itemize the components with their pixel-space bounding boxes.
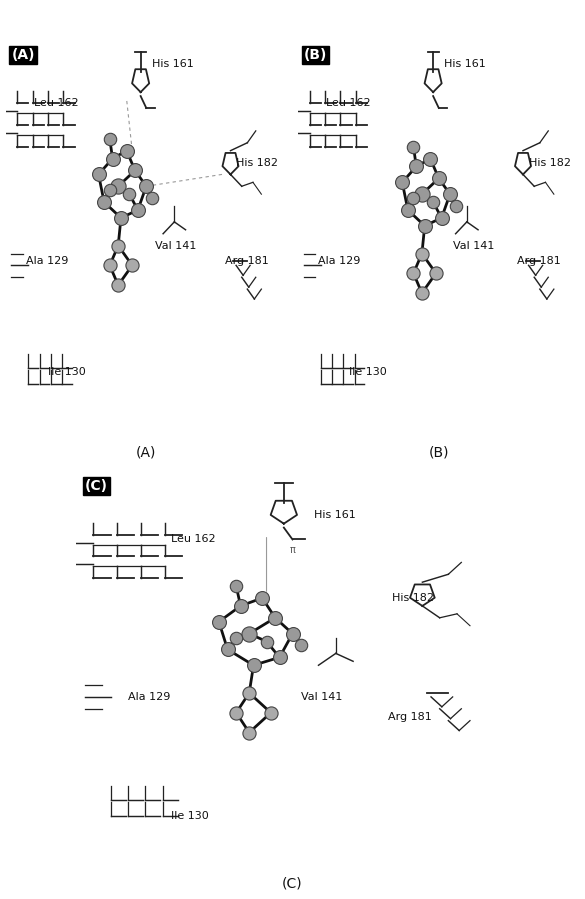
Point <box>403 203 412 218</box>
Point <box>398 175 407 190</box>
Point <box>232 706 241 720</box>
Point <box>214 615 223 629</box>
Point <box>431 266 441 280</box>
Point <box>99 195 109 209</box>
Point <box>116 210 126 225</box>
Text: His 182: His 182 <box>392 593 434 603</box>
Text: Ala 129: Ala 129 <box>318 256 360 266</box>
Text: Ile 130: Ile 130 <box>48 367 86 378</box>
Point <box>451 199 460 213</box>
Point <box>105 131 115 146</box>
Point <box>113 179 123 193</box>
Point <box>130 164 140 178</box>
Point <box>113 278 123 292</box>
Text: Val 141: Val 141 <box>154 241 196 251</box>
Text: (C): (C) <box>282 876 303 890</box>
Point <box>262 635 271 649</box>
Text: Arg 181: Arg 181 <box>225 256 269 266</box>
Point <box>420 218 429 233</box>
Point <box>128 258 137 272</box>
Text: His 161: His 161 <box>152 58 194 68</box>
Text: Ile 130: Ile 130 <box>171 811 209 821</box>
Point <box>412 159 421 174</box>
Point <box>147 191 157 205</box>
Point <box>245 686 254 700</box>
Text: Val 141: Val 141 <box>453 241 494 251</box>
Point <box>105 258 115 272</box>
Text: His 161: His 161 <box>314 510 356 520</box>
Text: Leu 162: Leu 162 <box>34 98 78 108</box>
Point <box>445 187 455 201</box>
Point <box>409 191 418 205</box>
Point <box>133 203 143 218</box>
Text: (A): (A) <box>12 48 35 62</box>
Point <box>142 179 151 193</box>
Point <box>409 266 418 280</box>
Point <box>266 706 276 720</box>
Text: His 182: His 182 <box>529 157 570 167</box>
Point <box>94 167 103 182</box>
Point <box>105 183 115 198</box>
Text: (B): (B) <box>428 445 449 459</box>
Text: Arg 181: Arg 181 <box>517 256 561 266</box>
Text: Leu 162: Leu 162 <box>171 534 216 544</box>
Text: Val 141: Val 141 <box>301 692 343 702</box>
Point <box>245 725 254 740</box>
Point <box>245 627 254 641</box>
Point <box>223 642 232 656</box>
Text: Ala 129: Ala 129 <box>128 692 170 702</box>
Text: Ala 129: Ala 129 <box>26 256 68 266</box>
Point <box>297 638 306 653</box>
Text: π: π <box>290 545 295 555</box>
Text: (C): (C) <box>85 479 108 494</box>
Text: His 161: His 161 <box>445 58 486 68</box>
Point <box>437 210 446 225</box>
Text: (B): (B) <box>304 48 328 62</box>
Point <box>275 650 284 664</box>
Point <box>232 579 241 593</box>
Text: Leu 162: Leu 162 <box>326 98 371 108</box>
Point <box>417 187 426 201</box>
Point <box>434 171 443 185</box>
Point <box>108 151 117 165</box>
Text: His 182: His 182 <box>236 157 278 167</box>
Point <box>113 238 123 253</box>
Point <box>122 144 131 158</box>
Point <box>428 195 438 209</box>
Point <box>125 187 134 201</box>
Point <box>409 139 418 154</box>
Point <box>426 151 435 165</box>
Text: Ile 130: Ile 130 <box>349 367 387 378</box>
Point <box>288 627 297 641</box>
Point <box>417 246 426 261</box>
Point <box>257 591 267 605</box>
Point <box>270 610 280 625</box>
Text: (A): (A) <box>136 445 156 459</box>
Point <box>417 286 426 300</box>
Point <box>232 630 241 645</box>
Point <box>249 658 258 672</box>
Text: Arg 181: Arg 181 <box>388 712 432 722</box>
Point <box>236 599 245 613</box>
